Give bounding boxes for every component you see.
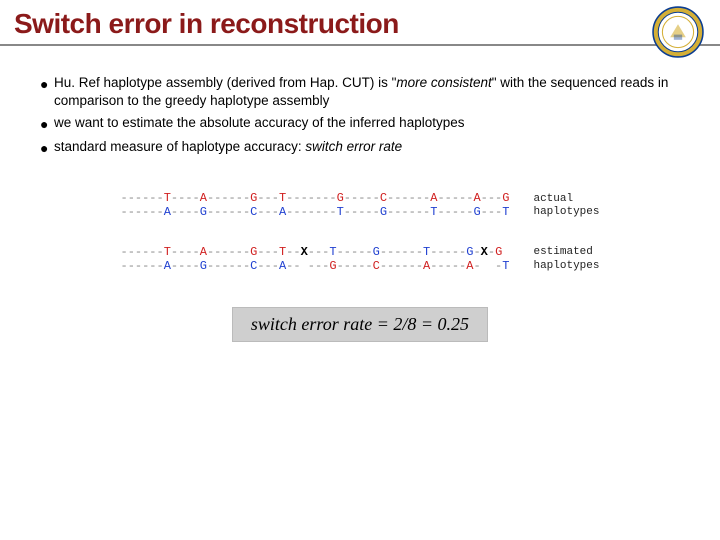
switch-error-formula: switch error rate = 2/8 = 0.25 bbox=[232, 307, 488, 342]
formula-container: switch error rate = 2/8 = 0.25 bbox=[0, 307, 720, 342]
bullet-text: standard measure of haplotype accuracy: … bbox=[54, 138, 402, 156]
estimated-haplotype-label: estimated haplotypes bbox=[533, 246, 599, 272]
bullet-item: ●Hu. Ref haplotype assembly (derived fro… bbox=[40, 74, 680, 110]
bullet-list: ●Hu. Ref haplotype assembly (derived fro… bbox=[40, 74, 680, 158]
ucsd-seal bbox=[652, 6, 704, 58]
bullet-marker: ● bbox=[40, 74, 54, 94]
haplotype-diagram-estimated: ------T----A------G---T--X---T-----G----… bbox=[0, 246, 720, 274]
bullet-text: Hu. Ref haplotype assembly (derived from… bbox=[54, 74, 680, 110]
bullet-marker: ● bbox=[40, 114, 54, 134]
page-title: Switch error in reconstruction bbox=[14, 8, 706, 40]
estimated-haplotype-lines: ------T----A------G---T--X---T-----G----… bbox=[121, 246, 510, 274]
haplotype-diagram-actual: ------T----A------G---T-------G-----C---… bbox=[0, 192, 720, 220]
bullet-marker: ● bbox=[40, 138, 54, 158]
actual-haplotype-lines: ------T----A------G---T-------G-----C---… bbox=[121, 192, 510, 220]
bullet-item: ●standard measure of haplotype accuracy:… bbox=[40, 138, 680, 158]
slide-header: Switch error in reconstruction bbox=[0, 0, 720, 46]
bullet-item: ●we want to estimate the absolute accura… bbox=[40, 114, 680, 134]
bullet-text: we want to estimate the absolute accurac… bbox=[54, 114, 464, 132]
actual-haplotype-label: actual haplotypes bbox=[533, 193, 599, 219]
